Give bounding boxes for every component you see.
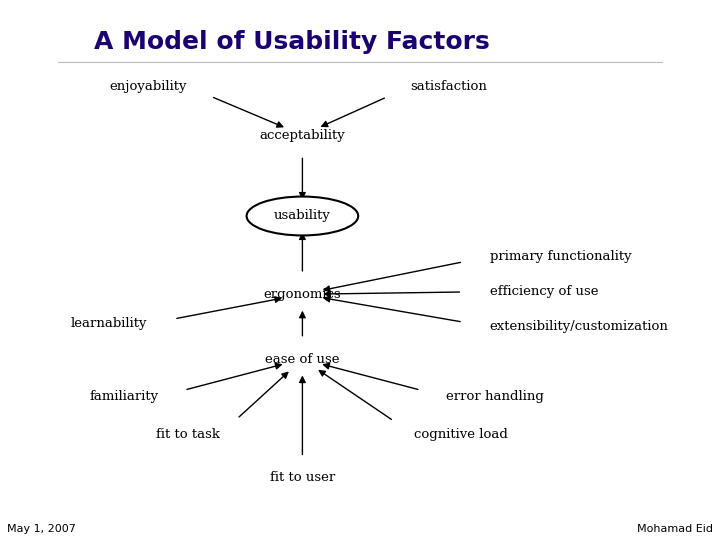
- Ellipse shape: [246, 197, 359, 235]
- Text: satisfaction: satisfaction: [410, 80, 487, 93]
- Text: Mohamad Eid: Mohamad Eid: [636, 523, 713, 534]
- Text: fit to user: fit to user: [270, 471, 335, 484]
- Text: ergonomics: ergonomics: [264, 288, 341, 301]
- Text: acceptability: acceptability: [259, 129, 346, 141]
- Text: learnability: learnability: [71, 318, 148, 330]
- Text: cognitive load: cognitive load: [414, 428, 508, 441]
- Text: ease of use: ease of use: [265, 353, 340, 366]
- Text: fit to task: fit to task: [156, 428, 220, 441]
- Text: enjoyability: enjoyability: [109, 80, 187, 93]
- Text: error handling: error handling: [446, 390, 544, 403]
- Text: primary functionality: primary functionality: [490, 250, 631, 263]
- Text: A Model of Usability Factors: A Model of Usability Factors: [94, 30, 490, 53]
- Text: extensibility/customization: extensibility/customization: [490, 320, 668, 333]
- Text: familiarity: familiarity: [89, 390, 158, 403]
- Text: efficiency of use: efficiency of use: [490, 285, 598, 298]
- Text: May 1, 2007: May 1, 2007: [7, 523, 76, 534]
- Text: usability: usability: [274, 210, 330, 222]
